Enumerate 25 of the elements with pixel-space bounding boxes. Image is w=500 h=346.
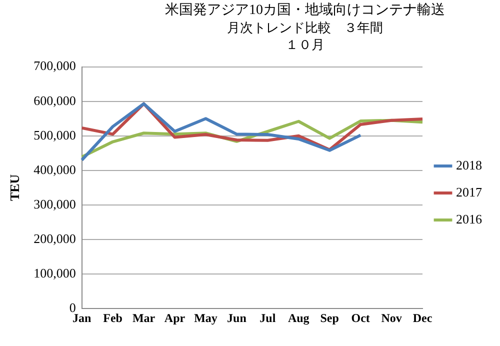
legend-label: 2017 [456, 184, 482, 200]
legend-label: 2016 [456, 211, 482, 226]
x-tick-label: Feb [103, 310, 123, 325]
x-tick-label: Jul [260, 310, 276, 325]
y-axis-title: TEU [7, 174, 22, 202]
x-tick-label: Nov [381, 310, 402, 325]
y-tick-label: 400,000 [34, 162, 76, 177]
chart-title: 米国発アジア10カ国・地域向けコンテナ輸送 [164, 2, 446, 19]
y-tick-label: 100,000 [34, 265, 76, 280]
x-tick-label: Jun [227, 310, 247, 325]
y-tick-label: 200,000 [34, 230, 76, 246]
x-tick-label: Oct [351, 310, 370, 325]
y-tick-label: 700,000 [34, 58, 76, 74]
x-tick-label: Mar [132, 310, 156, 325]
x-tick-label: Apr [164, 310, 186, 325]
x-tick-label: Aug [288, 310, 310, 325]
legend-label: 2018 [456, 157, 482, 172]
y-tick-label: 600,000 [34, 92, 76, 108]
x-tick-label: Dec [412, 310, 433, 325]
x-tick-label: May [194, 310, 218, 325]
chart-subtitle: 月次トレンド比較 ３年間 [226, 19, 384, 36]
x-tick-label: Sep [320, 310, 340, 325]
y-tick-label: 300,000 [34, 196, 76, 212]
text: １０月 [284, 36, 326, 53]
y-tick-label: 500,000 [34, 127, 76, 142]
